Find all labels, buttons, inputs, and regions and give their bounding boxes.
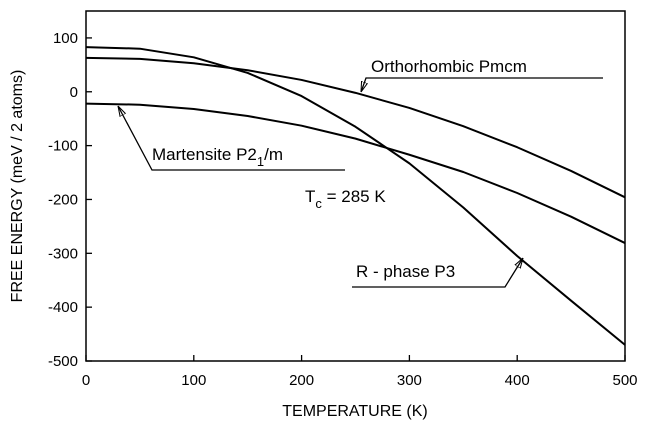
plot-frame — [85, 10, 626, 362]
label-part: /m — [264, 145, 283, 164]
x-tick-label: 200 — [289, 372, 314, 389]
y-tick-label: -200 — [48, 191, 78, 208]
label-sub: 1 — [257, 154, 264, 169]
x-axis-label: TEMPERATURE (K) — [282, 403, 427, 420]
x-tick-label: 400 — [505, 372, 530, 389]
curve — [85, 56, 626, 199]
label-part: = 285 K — [322, 187, 386, 206]
x-tick-label: 300 — [397, 372, 422, 389]
curve — [85, 102, 626, 244]
y-tick-label: 100 — [53, 30, 78, 47]
x-tick-label: 0 — [82, 372, 90, 389]
label-part: T — [305, 187, 315, 206]
label-sub: c — [315, 196, 322, 211]
label-part: Martensite P2 — [152, 145, 257, 164]
y-tick-label: 0 — [70, 84, 78, 101]
y-tick-label: -400 — [48, 299, 78, 316]
curve — [85, 46, 626, 346]
y-tick-label: -100 — [48, 138, 78, 155]
leader-line — [118, 106, 345, 171]
series-label: Orthorhombic Pmcm — [371, 57, 527, 76]
x-tick-label: 500 — [612, 372, 637, 389]
series-label: Martensite P21/m — [152, 145, 283, 169]
y-axis-label: FREE ENERGY (meV / 2 atoms) — [9, 70, 26, 303]
series-label: R - phase P3 — [356, 262, 455, 281]
leader-line — [360, 77, 603, 92]
leader-line — [352, 258, 523, 288]
y-tick-label: -300 — [48, 245, 78, 262]
annotation: Tc = 285 K — [305, 187, 386, 211]
x-tick-label: 100 — [181, 372, 206, 389]
y-tick-label: -500 — [48, 353, 78, 370]
